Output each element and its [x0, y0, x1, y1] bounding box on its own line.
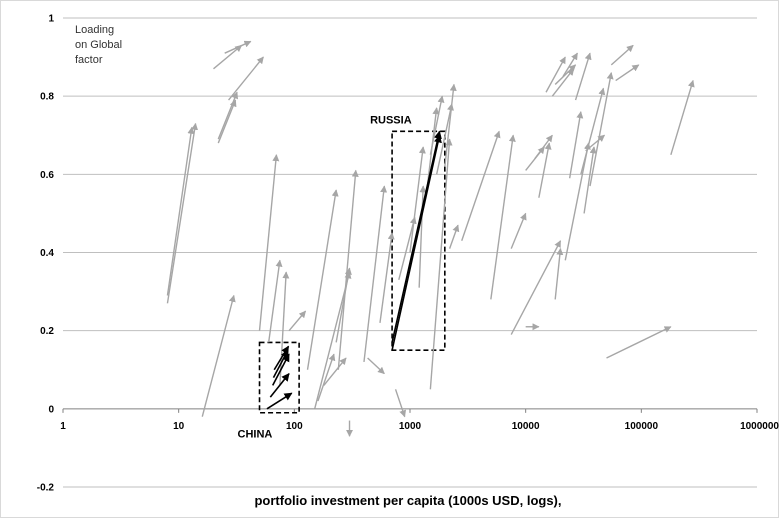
arrow-country: [448, 224, 460, 249]
arrow-country: [394, 389, 407, 418]
y-tick-label: 0.8: [40, 92, 54, 103]
annotation-label-russia: RUSSIA: [370, 114, 412, 126]
arrow-china: [269, 373, 290, 398]
x-tick-label: 10: [173, 421, 185, 432]
x-axis-label: portfolio investment per capita (1000s U…: [254, 493, 561, 508]
arrow-country: [267, 259, 283, 343]
arrow-country: [228, 56, 264, 101]
arrow-country: [615, 64, 640, 82]
y-tick-label: 1: [48, 14, 54, 25]
annotation-label-china: CHINA: [238, 429, 273, 441]
arrow-country: [314, 271, 352, 410]
arrow-country: [444, 83, 457, 167]
arrow-country: [461, 130, 501, 242]
arrow-country: [510, 240, 562, 335]
arrow-china: [273, 345, 290, 371]
arrow-country: [554, 64, 577, 85]
arrow-country: [564, 142, 591, 261]
y-tick-label: 0: [48, 404, 54, 415]
x-tick-label: 1: [60, 421, 66, 432]
arrow-country: [337, 169, 359, 370]
x-tick-label: 10000: [512, 421, 540, 432]
arrow-china: [272, 349, 289, 378]
x-tick-label: 100: [286, 421, 303, 432]
arrow-country: [435, 103, 454, 175]
arrow-country: [568, 111, 584, 179]
legend-note-line: on Global: [75, 39, 122, 51]
arrow-country: [429, 95, 445, 155]
y-tick-labels: -0.2 0 0.2 0.4 0.6 0.8 1: [37, 14, 55, 494]
arrow-country: [224, 40, 252, 54]
legend-note-line: Loading: [75, 24, 114, 36]
arrow-country: [201, 294, 236, 417]
arrow-country: [288, 310, 307, 332]
arrow-country: [545, 56, 566, 93]
annotation-box-russia: [391, 130, 446, 352]
y-tick-label: 0.2: [40, 326, 54, 337]
arrow-country: [574, 52, 592, 101]
arrow-country: [217, 99, 237, 144]
arrow-country: [606, 326, 672, 359]
arrow-country: [166, 122, 199, 304]
legend-note-line: factor: [75, 54, 103, 66]
arrow-country: [551, 68, 575, 97]
annotation-boxes: [258, 130, 446, 414]
x-tick-label: 1000: [399, 421, 422, 432]
arrow-country: [534, 134, 553, 160]
arrow-country: [398, 216, 417, 281]
arrow-country: [409, 146, 426, 253]
arrow-russia: [391, 130, 442, 343]
arrow-country: [490, 134, 516, 300]
arrow-country: [562, 52, 578, 77]
annotation-box-china: [258, 341, 300, 414]
x-tick-label: 100000: [625, 421, 659, 432]
arrow-china: [271, 353, 290, 386]
arrow-country: [166, 126, 195, 296]
arrow-country: [670, 79, 695, 155]
x-tick-labels: 1 10 100 1000 10000 100000 1000000: [60, 408, 779, 432]
arrow-country: [306, 189, 339, 370]
arrow-country: [583, 146, 597, 214]
arrow-china: [266, 392, 293, 410]
arrow-country: [418, 185, 427, 288]
arrow-country: [538, 142, 552, 198]
arrow-series: [166, 40, 695, 437]
arrow-country: [367, 357, 385, 375]
arrow-country: [585, 134, 606, 152]
legend-note: Loading on Global factor: [75, 24, 125, 66]
arrow-country: [258, 154, 280, 331]
arrow-country: [363, 185, 388, 363]
arrow-country: [610, 44, 634, 66]
y-tick-label: 0.6: [40, 170, 54, 181]
arrow-country: [213, 44, 243, 70]
arrow-country: [510, 212, 527, 249]
arrow-country: [554, 247, 564, 300]
arrow-country: [279, 271, 290, 386]
arrow-country: [589, 72, 614, 187]
arrow-country: [317, 353, 336, 402]
arrow-country: [323, 357, 347, 386]
annotation-labels: RUSSIA CHINA: [238, 114, 412, 440]
y-tick-label: 0.4: [40, 248, 54, 259]
arrow-country: [580, 87, 606, 175]
x-tick-label: 1000000: [740, 421, 779, 432]
y-tick-label: -0.2: [37, 483, 55, 494]
arrow-russia: [391, 134, 442, 351]
arrow-country: [379, 232, 395, 323]
arrow-country: [429, 138, 453, 390]
